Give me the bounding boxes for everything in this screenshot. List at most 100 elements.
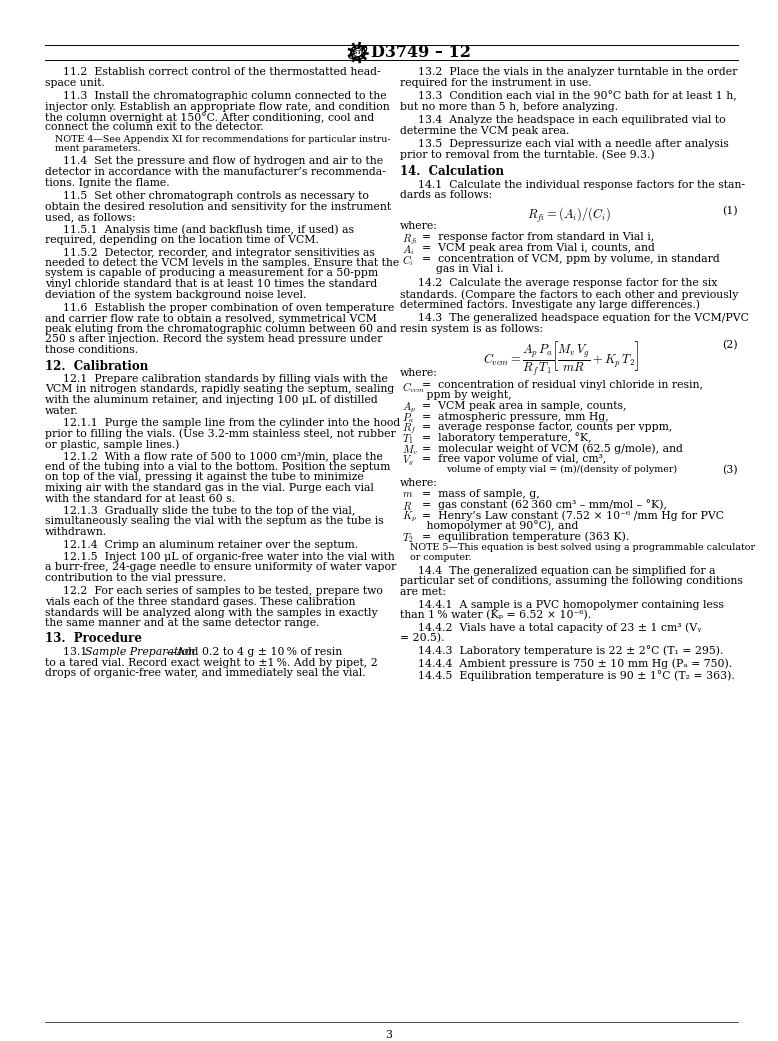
Text: NOTE 4—See Appendix XI for recommendations for particular instru-: NOTE 4—See Appendix XI for recommendatio…	[55, 135, 391, 144]
Text: water.: water.	[45, 406, 79, 415]
Text: 250 s after injection. Record the system head pressure under: 250 s after injection. Record the system…	[45, 334, 382, 345]
Text: $A_p$: $A_p$	[402, 401, 416, 415]
Text: 13.4  Analyze the headspace in each equilibrated vial to: 13.4 Analyze the headspace in each equil…	[418, 115, 726, 125]
Text: (2): (2)	[723, 340, 738, 351]
Text: 13.2  Place the vials in the analyzer turntable in the order: 13.2 Place the vials in the analyzer tur…	[418, 67, 738, 77]
Text: 13.1: 13.1	[63, 648, 94, 657]
Text: 14.4.2  Vials have a total capacity of 23 ± 1 cm³ (Vᵧ: 14.4.2 Vials have a total capacity of 23…	[418, 623, 702, 633]
Text: are met:: are met:	[400, 587, 446, 596]
Text: with the aluminum retainer, and injecting 100 μL of distilled: with the aluminum retainer, and injectin…	[45, 395, 378, 405]
Text: 12.1.2  With a flow rate of 500 to 1000 cm³/min, place the: 12.1.2 With a flow rate of 500 to 1000 c…	[63, 452, 383, 461]
Text: 12.  Calibration: 12. Calibration	[45, 359, 149, 373]
Text: $R_{fi}$: $R_{fi}$	[402, 232, 418, 247]
Text: 11.5.2  Detector, recorder, and integrator sensitivities as: 11.5.2 Detector, recorder, and integrato…	[63, 248, 375, 257]
Text: 12.1  Prepare calibration standards by filling vials with the: 12.1 Prepare calibration standards by fi…	[63, 374, 388, 384]
Text: =  VCM peak area in sample, counts,: = VCM peak area in sample, counts,	[422, 401, 626, 411]
Text: Sample Preparation: Sample Preparation	[85, 648, 195, 657]
Text: mixing air with the standard gas in the vial. Purge each vial: mixing air with the standard gas in the …	[45, 483, 374, 493]
Text: =  average response factor, counts per vppm,: = average response factor, counts per vp…	[422, 422, 672, 432]
Text: NOTE 5—This equation is best solved using a programmable calculator: NOTE 5—This equation is best solved usin…	[410, 543, 755, 553]
Text: 12.1.5  Inject 100 μL of organic-free water into the vial with: 12.1.5 Inject 100 μL of organic-free wat…	[63, 552, 394, 562]
Text: standards will be analyzed along with the samples in exactly: standards will be analyzed along with th…	[45, 608, 377, 617]
Text: ASTM: ASTM	[350, 50, 366, 55]
Text: required, depending on the location time of VCM.: required, depending on the location time…	[45, 235, 319, 245]
Text: 13.3  Condition each vial in the 90°C bath for at least 1 h,: 13.3 Condition each vial in the 90°C bat…	[418, 91, 737, 102]
Text: 11.3  Install the chromatographic column connected to the: 11.3 Install the chromatographic column …	[63, 91, 387, 101]
Text: end of the tubing into a vial to the bottom. Position the septum: end of the tubing into a vial to the bot…	[45, 462, 391, 472]
Text: prior to filling the vials. (Use 3.2-mm stainless steel, not rubber: prior to filling the vials. (Use 3.2-mm …	[45, 429, 396, 439]
Text: 13.  Procedure: 13. Procedure	[45, 633, 142, 645]
Text: 12.1.3  Gradually slide the tube to the top of the vial,: 12.1.3 Gradually slide the tube to the t…	[63, 506, 356, 516]
Text: =  concentration of residual vinyl chloride in resin,: = concentration of residual vinyl chlori…	[422, 380, 703, 390]
Text: determined factors. Investigate any large differences.): determined factors. Investigate any larg…	[400, 300, 700, 310]
Text: needed to detect the VCM levels in the samples. Ensure that the: needed to detect the VCM levels in the s…	[45, 258, 399, 268]
Text: gas in Vial i.: gas in Vial i.	[436, 264, 503, 274]
Text: space unit.: space unit.	[45, 77, 105, 87]
Text: 14.  Calculation: 14. Calculation	[400, 166, 504, 178]
Text: particular set of conditions, assuming the following conditions: particular set of conditions, assuming t…	[400, 577, 743, 586]
Text: tions. Ignite the flame.: tions. Ignite the flame.	[45, 178, 170, 187]
Text: than 1 % water (Kₚ = 6.52 × 10⁻⁶).: than 1 % water (Kₚ = 6.52 × 10⁻⁶).	[400, 610, 591, 620]
Text: 3: 3	[386, 1030, 392, 1040]
Text: =  response factor from standard in Vial i,: = response factor from standard in Vial …	[422, 232, 654, 243]
Text: =  free vapor volume of vial, cm³,: = free vapor volume of vial, cm³,	[422, 454, 606, 463]
Text: = 20.5).: = 20.5).	[400, 633, 444, 643]
Text: 13.5  Depressurize each vial with a needle after analysis: 13.5 Depressurize each vial with a needl…	[418, 139, 729, 149]
Text: $T_1$: $T_1$	[402, 432, 414, 447]
Text: a burr-free, 24-gage needle to ensure uniformity of water vapor: a burr-free, 24-gage needle to ensure un…	[45, 562, 396, 573]
Text: determine the VCM peak area.: determine the VCM peak area.	[400, 126, 569, 135]
Text: obtain the desired resolution and sensitivity for the instrument: obtain the desired resolution and sensit…	[45, 202, 391, 211]
Text: or plastic, sample lines.): or plastic, sample lines.)	[45, 439, 180, 450]
Text: $V_g$: $V_g$	[402, 454, 414, 468]
Text: 12.1.4  Crimp an aluminum retainer over the septum.: 12.1.4 Crimp an aluminum retainer over t…	[63, 539, 358, 550]
Text: where:: where:	[400, 221, 438, 231]
Text: =  atmospheric pressure, mm Hg,: = atmospheric pressure, mm Hg,	[422, 411, 608, 422]
Text: detector in accordance with the manufacturer’s recommenda-: detector in accordance with the manufact…	[45, 167, 386, 177]
Text: withdrawn.: withdrawn.	[45, 527, 107, 537]
Text: system is capable of producing a measurement for a 50-ppm: system is capable of producing a measure…	[45, 269, 378, 279]
Text: $C_{vcm}$: $C_{vcm}$	[402, 380, 426, 395]
Text: used, as follows:: used, as follows:	[45, 212, 135, 222]
Text: $C_{vcm} = \dfrac{A_p\,P_a}{R_f\,T_1}\!\left[\dfrac{M_v\,V_g}{mR} + K_p\,T_2\rig: $C_{vcm} = \dfrac{A_p\,P_a}{R_f\,T_1}\!\…	[483, 340, 639, 378]
Text: =  gas constant (62 360 cm³ – mm/mol – °K),: = gas constant (62 360 cm³ – mm/mol – °K…	[422, 500, 667, 510]
Text: vinyl chloride standard that is at least 10 times the standard: vinyl chloride standard that is at least…	[45, 279, 377, 289]
Text: deviation of the system background noise level.: deviation of the system background noise…	[45, 289, 307, 300]
Text: =  VCM peak area from Vial i, counts, and: = VCM peak area from Vial i, counts, and	[422, 243, 655, 253]
Text: 11.2  Establish correct control of the thermostatted head-: 11.2 Establish correct control of the th…	[63, 67, 380, 77]
Text: prior to removal from the turntable. (See 9.3.): prior to removal from the turntable. (Se…	[400, 150, 654, 160]
Text: ment parameters.: ment parameters.	[55, 144, 141, 153]
Text: peak eluting from the chromatographic column between 60 and: peak eluting from the chromatographic co…	[45, 324, 397, 334]
Text: contribution to the vial pressure.: contribution to the vial pressure.	[45, 573, 226, 583]
Text: the column overnight at 150°C. After conditioning, cool and: the column overnight at 150°C. After con…	[45, 112, 374, 123]
Text: drops of organic-free water, and immediately seal the vial.: drops of organic-free water, and immedia…	[45, 668, 366, 678]
Text: where:: where:	[400, 478, 438, 487]
Text: 14.3  The generalized headspace equation for the VCM/PVC: 14.3 The generalized headspace equation …	[418, 313, 749, 323]
Text: on top of the vial, pressing it against the tube to minimize: on top of the vial, pressing it against …	[45, 473, 364, 482]
Text: vials each of the three standard gases. These calibration: vials each of the three standard gases. …	[45, 596, 356, 607]
Text: $T_2$: $T_2$	[402, 531, 414, 544]
Text: 14.2  Calculate the average response factor for the six: 14.2 Calculate the average response fact…	[418, 279, 717, 288]
Text: 14.4.5  Equilibration temperature is 90 ± 1°C (T₂ = 363).: 14.4.5 Equilibration temperature is 90 ±…	[418, 670, 734, 682]
Text: $m$: $m$	[402, 489, 413, 499]
Text: to a tared vial. Record exact weight to ±1 %. Add by pipet, 2: to a tared vial. Record exact weight to …	[45, 658, 378, 667]
Text: injector only. Establish an appropriate flow rate, and condition: injector only. Establish an appropriate …	[45, 102, 390, 111]
Text: homopolymer at 90°C), and: homopolymer at 90°C), and	[402, 520, 578, 531]
Text: and carrier flow rate to obtain a resolved, symmetrical VCM: and carrier flow rate to obtain a resolv…	[45, 313, 377, 324]
Text: but no more than 5 h, before analyzing.: but no more than 5 h, before analyzing.	[400, 102, 619, 111]
Text: $R_{fi} = (A_i)/(C_i)$: $R_{fi} = (A_i)/(C_i)$	[527, 205, 611, 225]
Text: 14.4.1  A sample is a PVC homopolymer containing less: 14.4.1 A sample is a PVC homopolymer con…	[418, 600, 724, 609]
Text: =  molecular weight of VCM (62.5 g/mole), and: = molecular weight of VCM (62.5 g/mole),…	[422, 443, 683, 454]
Text: =  laboratory temperature, °K,: = laboratory temperature, °K,	[422, 432, 591, 443]
Text: $A_i$: $A_i$	[402, 243, 415, 257]
Text: or computer.: or computer.	[410, 553, 471, 561]
Text: 14.4.4  Ambient pressure is 750 ± 10 mm Hg (Pₐ = 750).: 14.4.4 Ambient pressure is 750 ± 10 mm H…	[418, 658, 732, 668]
Text: 14.1  Calculate the individual response factors for the stan-: 14.1 Calculate the individual response f…	[418, 179, 745, 189]
Text: $M_v$: $M_v$	[402, 443, 418, 457]
Text: volume of empty vial = (m)/(density of polymer): volume of empty vial = (m)/(density of p…	[446, 465, 677, 474]
Text: D3749 – 12: D3749 – 12	[371, 44, 471, 61]
Text: $C_i$: $C_i$	[402, 254, 414, 269]
Text: required for the instrument in use.: required for the instrument in use.	[400, 77, 591, 87]
Text: =  concentration of VCM, ppm by volume, in standard: = concentration of VCM, ppm by volume, i…	[422, 254, 720, 263]
Text: 14.4  The generalized equation can be simplified for a: 14.4 The generalized equation can be sim…	[418, 566, 716, 576]
Text: =  mass of sample, g,: = mass of sample, g,	[422, 489, 540, 499]
